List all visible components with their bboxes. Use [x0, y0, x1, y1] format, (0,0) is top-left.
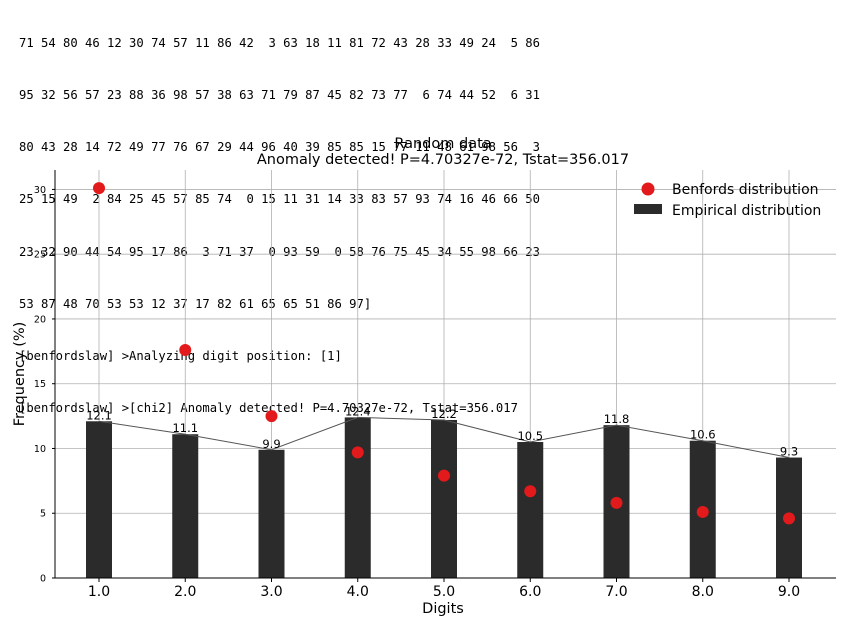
bar — [86, 421, 112, 578]
x-tick-labels: 1.0 2.0 3.0 4.0 5.0 6.0 7.0 8.0 9.0 — [88, 578, 800, 600]
bar-value-label: 10.6 — [690, 428, 716, 442]
legend-label-benford: Benfords distribution — [672, 182, 819, 198]
x-tick-label: 6.0 — [519, 584, 541, 600]
trend-line — [98, 416, 790, 459]
bar-value-label: 12.1 — [86, 408, 112, 422]
legend-marker-benford — [641, 182, 655, 196]
x-axis-label: Digits — [422, 601, 464, 617]
y-axis-label: Frequency (%) — [12, 322, 28, 427]
benford-point — [351, 446, 364, 459]
bar-value-label: 9.3 — [780, 445, 798, 459]
chart-title: Random data — [394, 136, 491, 152]
bar — [431, 419, 457, 578]
console-line: [benfordslaw] >Analyzing digit position:… — [19, 349, 342, 364]
legend-label-empirical: Empirical distribution — [672, 203, 821, 219]
console-line: 53 87 48 70 53 53 12 37 17 82 61 65 65 5… — [19, 296, 372, 311]
x-tick-label: 4.0 — [347, 584, 369, 600]
benford-point — [179, 344, 192, 357]
chart-subtitle: Anomaly detected! P=4.70327e-72, Tstat=3… — [257, 152, 629, 168]
benford-point — [438, 469, 450, 482]
y-tick-label: 25 — [34, 250, 46, 261]
console-line: 25 15 49 2 84 25 45 57 85 74 0 15 11 31 … — [19, 192, 540, 207]
bar-value-label: 9.9 — [262, 437, 280, 451]
y-tick-label: 20 — [34, 314, 46, 325]
benford-point — [696, 505, 709, 518]
empirical-trend-line — [98, 416, 790, 459]
x-tick-label: 1.0 — [88, 584, 110, 600]
y-tick-label: 0 — [40, 574, 46, 585]
x-tick-label: 3.0 — [260, 584, 282, 600]
legend-marker-empirical — [634, 204, 662, 214]
x-tick-label: 9.0 — [778, 584, 800, 600]
console-line: [benfordslaw] >[chi2] Anomaly detected! … — [19, 401, 518, 416]
y-tick-label: 15 — [34, 379, 46, 390]
bar-value-label: 11.1 — [172, 421, 198, 435]
benford-point — [265, 410, 278, 423]
scatter-series — [93, 182, 795, 525]
console-line: 23 32 90 44 54 95 17 86 3 71 37 0 93 59 … — [19, 244, 540, 259]
console-line: 80 43 28 14 72 49 77 76 67 29 44 96 40 3… — [19, 140, 540, 155]
x-tick-label: 8.0 — [692, 584, 714, 600]
bar-series — [86, 417, 802, 578]
bar — [258, 449, 285, 578]
console-line: 71 54 80 46 12 30 74 57 11 86 42 3 63 18… — [19, 35, 540, 50]
benford-point — [610, 496, 623, 509]
benford-point — [93, 182, 105, 195]
x-tick-label: 2.0 — [174, 584, 196, 600]
bar-value-label: 12.2 — [431, 407, 457, 421]
bar-value-label: 10.5 — [517, 429, 543, 443]
bar — [344, 417, 371, 578]
bar-value-label: 11.8 — [604, 412, 630, 426]
benford-point — [524, 485, 537, 498]
bar-value-label: 12.4 — [345, 404, 371, 418]
benford-point — [783, 512, 795, 525]
x-tick-label: 5.0 — [433, 584, 455, 600]
bar — [172, 434, 199, 578]
y-tick-label: 10 — [34, 444, 46, 455]
y-tick-label: 30 — [34, 185, 46, 196]
console-output: 71 54 80 46 12 30 74 57 11 86 42 3 63 18… — [19, 35, 540, 416]
console-line: 95 32 56 57 23 88 36 98 57 38 63 71 79 8… — [19, 88, 540, 103]
y-tick-labels: 0 5 10 15 20 25 30 — [34, 185, 55, 585]
x-tick-label: 7.0 — [605, 584, 627, 600]
bar — [517, 442, 544, 578]
legend: Benfords distribution Empirical distribu… — [634, 182, 821, 219]
y-tick-label: 5 — [40, 509, 46, 520]
data-labels: 12.1 11.1 9.9 12.4 12.2 10.5 11.8 10.6 9.3 — [86, 404, 798, 458]
